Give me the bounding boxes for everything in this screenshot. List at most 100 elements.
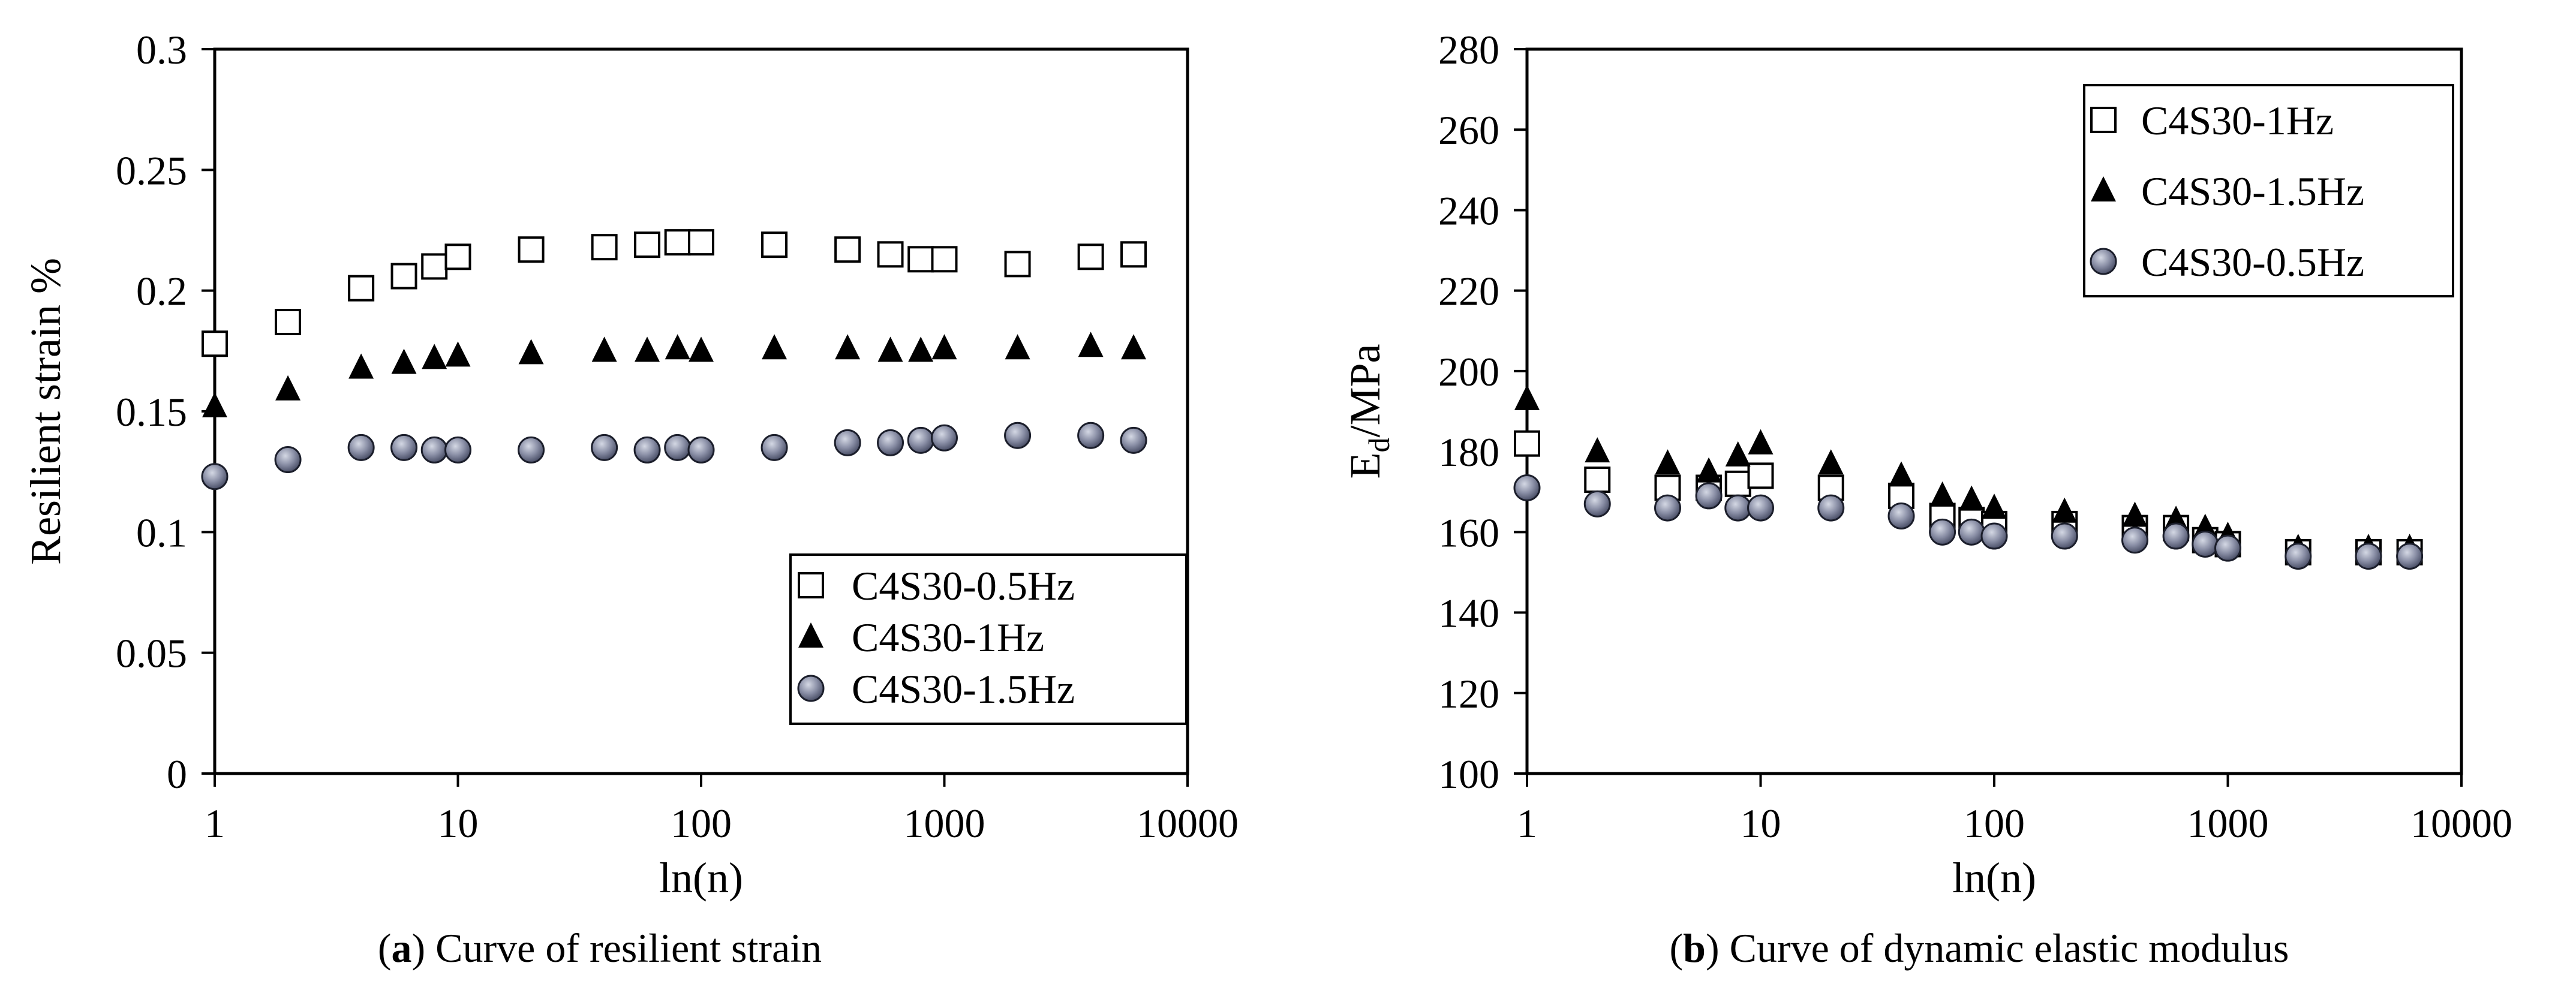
panel-b-y-axis-label-sub: d	[1362, 438, 1396, 453]
x-tick-label: 10	[1741, 801, 1781, 846]
panel-a-x-ticks: 1 10 100 1000 10000	[205, 774, 1239, 846]
data-point-circle	[1887, 502, 1915, 529]
data-point-square	[634, 231, 661, 258]
data-point-triangle	[1748, 429, 1774, 455]
data-point-triangle	[1121, 334, 1147, 360]
panel-b-y-axis-label: Ed/MPa	[1341, 344, 1396, 479]
data-point-square	[761, 231, 788, 258]
data-point-square	[348, 275, 375, 302]
data-point-triangle	[762, 334, 787, 360]
panel-a-y-ticks: 0 0.05 0.1 0.15 0.2 0.25 0.3	[116, 27, 215, 797]
data-point-triangle	[202, 392, 227, 417]
data-point-triangle	[1818, 449, 1844, 475]
data-point-circle	[2051, 522, 2078, 550]
data-point-triangle	[877, 336, 903, 362]
x-tick-label: 1	[205, 801, 225, 846]
data-point-circle	[1695, 482, 1723, 510]
legend-marker-triangle	[2091, 176, 2116, 201]
data-point-circle	[834, 429, 861, 456]
data-point-square	[1747, 462, 1774, 489]
y-tick-label: 160	[1438, 510, 1499, 555]
data-point-circle	[761, 434, 788, 461]
data-point-circle	[1077, 422, 1105, 449]
panel-b-caption-text: Curve of dynamic elastic modulus	[1730, 925, 2289, 971]
data-point-circle	[390, 434, 418, 461]
data-point-circle	[877, 429, 904, 456]
data-point-triangle	[1725, 441, 1751, 467]
x-tick-label: 10	[438, 801, 479, 846]
data-point-circle	[931, 424, 958, 452]
panel-b-legend: C4S30-1Hz C4S30-1.5Hz C4S30-0.5Hz	[2083, 84, 2454, 297]
data-point-square	[390, 263, 417, 290]
x-tick-label: 10000	[1137, 801, 1239, 846]
panel-a-caption: (a) Curve of resilient strain	[378, 925, 822, 971]
data-point-triangle	[1655, 449, 1681, 475]
x-tick-label: 1000	[904, 801, 985, 846]
data-point-triangle	[1696, 457, 1722, 483]
panel-b-caption-letter: b	[1683, 925, 1706, 971]
data-point-triangle	[2052, 497, 2078, 523]
y-tick-label: 0.15	[116, 389, 187, 435]
data-point-circle	[687, 436, 715, 464]
panel-a-legend: C4S30-0.5Hz C4S30-1Hz C4S30-1.5Hz	[789, 553, 1188, 725]
data-point-triangle	[835, 334, 861, 360]
data-point-triangle	[689, 336, 714, 362]
panel-a: 0 0.05 0.1 0.15 0.2 0.25 0.3 1 10 100 1000 10000 l…	[22, 27, 1239, 971]
data-point-circle	[2162, 522, 2190, 550]
data-point-square	[518, 236, 545, 263]
data-point-triangle	[1078, 332, 1104, 357]
data-point-triangle	[1889, 461, 1914, 487]
x-tick-label: 1000	[2187, 801, 2269, 846]
panel-b-y-axis-label-main: E	[1341, 453, 1389, 479]
data-point-square	[1584, 467, 1611, 493]
data-point-triangle	[518, 339, 544, 365]
data-point-circle	[907, 426, 934, 454]
y-tick-label: 260	[1438, 107, 1499, 153]
data-point-square	[1077, 243, 1104, 270]
legend-marker-square	[2090, 107, 2117, 133]
data-point-square	[664, 229, 691, 256]
x-tick-label: 100	[671, 801, 732, 846]
panel-b-points	[1513, 384, 2424, 570]
data-point-circle	[591, 434, 618, 461]
data-point-triangle	[422, 344, 447, 369]
data-point-triangle	[908, 336, 934, 362]
legend-marker-square	[798, 572, 824, 598]
data-point-triangle	[1959, 485, 1985, 511]
y-tick-label: 0.25	[116, 148, 187, 193]
data-point-square	[834, 236, 861, 263]
data-point-square	[202, 330, 228, 357]
data-point-circle	[1583, 490, 1611, 517]
legend-marker-circle	[2090, 248, 2117, 275]
data-point-circle	[1724, 494, 1752, 522]
y-tick-label: 180	[1438, 429, 1499, 475]
data-point-square	[907, 246, 934, 273]
legend-marker-triangle	[798, 622, 823, 648]
panel-b-legend-box	[2083, 84, 2454, 297]
data-point-circle	[1004, 422, 1032, 449]
y-tick-label: 0.3	[136, 27, 187, 73]
y-tick-label: 280	[1438, 27, 1499, 73]
data-point-square	[444, 243, 471, 270]
panel-a-x-axis-label: ln(n)	[659, 854, 743, 902]
panel-a-y-axis-label: Resilient strain %	[22, 258, 70, 565]
data-point-circle	[1747, 494, 1774, 522]
data-point-triangle	[1929, 481, 1955, 507]
data-point-circle	[1929, 518, 1956, 546]
panel-a-points	[201, 229, 1147, 490]
data-point-square	[591, 234, 618, 261]
data-point-square	[1724, 470, 1751, 497]
data-point-circle	[664, 434, 692, 461]
data-point-circle	[518, 436, 545, 464]
panel-a-legend-box	[789, 553, 1188, 725]
y-tick-label: 220	[1438, 269, 1499, 314]
data-point-circle	[1980, 522, 2008, 550]
data-point-triangle	[2122, 501, 2148, 527]
panel-b-y-axis-label-unit: /MPa	[1341, 344, 1389, 437]
legend-marker-circle	[797, 675, 825, 702]
data-point-triangle	[1514, 384, 1540, 410]
legend-label: C4S30-1Hz	[852, 615, 1044, 660]
data-point-circle	[1513, 474, 1541, 502]
data-point-triangle	[1982, 493, 2007, 519]
